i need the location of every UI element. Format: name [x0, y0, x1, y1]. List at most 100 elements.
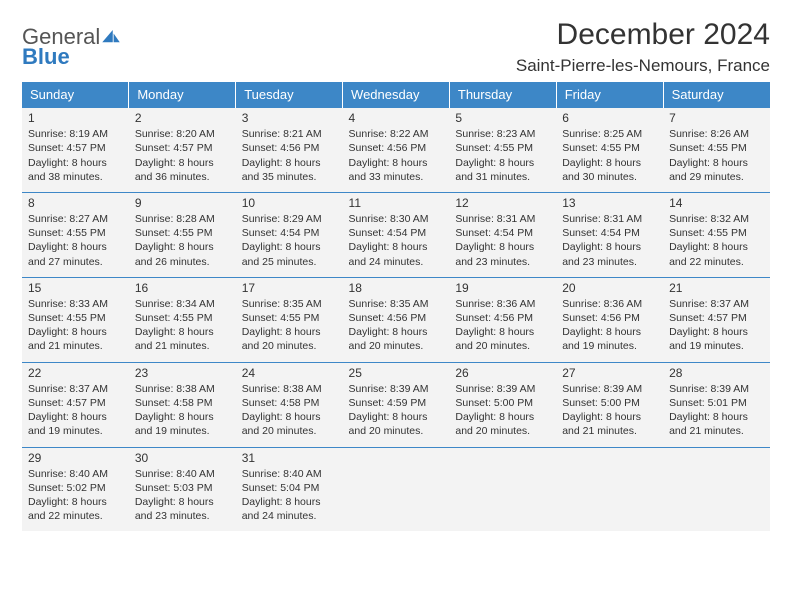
- day-number: 4: [349, 110, 444, 126]
- calendar-day-cell: 1Sunrise: 8:19 AMSunset: 4:57 PMDaylight…: [22, 108, 129, 193]
- day-sunset: Sunset: 4:55 PM: [28, 311, 123, 325]
- day-sunset: Sunset: 4:55 PM: [669, 141, 764, 155]
- day-dl2: and 21 minutes.: [562, 424, 657, 438]
- calendar-day-cell: 4Sunrise: 8:22 AMSunset: 4:56 PMDaylight…: [343, 108, 450, 193]
- day-sunset: Sunset: 4:58 PM: [135, 396, 230, 410]
- day-dl1: Daylight: 8 hours: [562, 240, 657, 254]
- calendar-day-cell: 23Sunrise: 8:38 AMSunset: 4:58 PMDayligh…: [129, 362, 236, 447]
- calendar-week-row: 29Sunrise: 8:40 AMSunset: 5:02 PMDayligh…: [22, 447, 770, 531]
- day-number: 17: [242, 280, 337, 296]
- day-sunset: Sunset: 4:57 PM: [135, 141, 230, 155]
- day-number: 1: [28, 110, 123, 126]
- day-sunrise: Sunrise: 8:39 AM: [455, 382, 550, 396]
- day-number: 15: [28, 280, 123, 296]
- day-number: 21: [669, 280, 764, 296]
- calendar-day-cell: 10Sunrise: 8:29 AMSunset: 4:54 PMDayligh…: [236, 192, 343, 277]
- day-number: 6: [562, 110, 657, 126]
- day-sunrise: Sunrise: 8:37 AM: [28, 382, 123, 396]
- day-dl1: Daylight: 8 hours: [349, 240, 444, 254]
- day-sunset: Sunset: 4:54 PM: [242, 226, 337, 240]
- day-sunrise: Sunrise: 8:22 AM: [349, 127, 444, 141]
- calendar-day-cell: 16Sunrise: 8:34 AMSunset: 4:55 PMDayligh…: [129, 277, 236, 362]
- day-sunset: Sunset: 4:56 PM: [349, 141, 444, 155]
- day-dl1: Daylight: 8 hours: [28, 156, 123, 170]
- calendar-day-cell: 12Sunrise: 8:31 AMSunset: 4:54 PMDayligh…: [449, 192, 556, 277]
- calendar-day-cell: 21Sunrise: 8:37 AMSunset: 4:57 PMDayligh…: [663, 277, 770, 362]
- calendar-day-cell: 9Sunrise: 8:28 AMSunset: 4:55 PMDaylight…: [129, 192, 236, 277]
- day-dl2: and 19 minutes.: [135, 424, 230, 438]
- day-sunrise: Sunrise: 8:33 AM: [28, 297, 123, 311]
- day-dl2: and 21 minutes.: [135, 339, 230, 353]
- day-dl1: Daylight: 8 hours: [562, 156, 657, 170]
- day-sunset: Sunset: 4:54 PM: [349, 226, 444, 240]
- day-dl2: and 31 minutes.: [455, 170, 550, 184]
- day-dl1: Daylight: 8 hours: [669, 156, 764, 170]
- calendar-day-cell: 28Sunrise: 8:39 AMSunset: 5:01 PMDayligh…: [663, 362, 770, 447]
- day-dl2: and 23 minutes.: [135, 509, 230, 523]
- day-dl1: Daylight: 8 hours: [562, 325, 657, 339]
- day-sunrise: Sunrise: 8:20 AM: [135, 127, 230, 141]
- day-dl2: and 25 minutes.: [242, 255, 337, 269]
- day-sunset: Sunset: 5:01 PM: [669, 396, 764, 410]
- day-dl2: and 22 minutes.: [28, 509, 123, 523]
- day-dl2: and 20 minutes.: [455, 339, 550, 353]
- day-sunset: Sunset: 4:57 PM: [28, 141, 123, 155]
- calendar-week-row: 22Sunrise: 8:37 AMSunset: 4:57 PMDayligh…: [22, 362, 770, 447]
- day-sunset: Sunset: 4:55 PM: [28, 226, 123, 240]
- day-sunrise: Sunrise: 8:32 AM: [669, 212, 764, 226]
- day-dl1: Daylight: 8 hours: [349, 325, 444, 339]
- day-sunrise: Sunrise: 8:38 AM: [135, 382, 230, 396]
- day-number: 18: [349, 280, 444, 296]
- day-sunrise: Sunrise: 8:21 AM: [242, 127, 337, 141]
- day-sunset: Sunset: 4:55 PM: [242, 311, 337, 325]
- day-number: 31: [242, 450, 337, 466]
- day-number: 16: [135, 280, 230, 296]
- day-sunset: Sunset: 5:00 PM: [562, 396, 657, 410]
- location: Saint-Pierre-les-Nemours, France: [516, 56, 770, 76]
- dayname-sunday: Sunday: [22, 82, 129, 108]
- day-dl2: and 33 minutes.: [349, 170, 444, 184]
- dayname-tuesday: Tuesday: [236, 82, 343, 108]
- day-dl2: and 36 minutes.: [135, 170, 230, 184]
- dayname-monday: Monday: [129, 82, 236, 108]
- day-sunrise: Sunrise: 8:28 AM: [135, 212, 230, 226]
- day-dl1: Daylight: 8 hours: [669, 325, 764, 339]
- day-sunset: Sunset: 4:56 PM: [349, 311, 444, 325]
- calendar-table: Sunday Monday Tuesday Wednesday Thursday…: [22, 82, 770, 531]
- day-dl1: Daylight: 8 hours: [242, 240, 337, 254]
- calendar-day-cell: [449, 447, 556, 531]
- day-dl2: and 20 minutes.: [349, 424, 444, 438]
- day-sunrise: Sunrise: 8:38 AM: [242, 382, 337, 396]
- calendar-day-cell: 31Sunrise: 8:40 AMSunset: 5:04 PMDayligh…: [236, 447, 343, 531]
- day-dl1: Daylight: 8 hours: [349, 410, 444, 424]
- day-number: 20: [562, 280, 657, 296]
- day-dl2: and 29 minutes.: [669, 170, 764, 184]
- day-dl2: and 23 minutes.: [562, 255, 657, 269]
- day-sunset: Sunset: 4:54 PM: [455, 226, 550, 240]
- day-sunrise: Sunrise: 8:27 AM: [28, 212, 123, 226]
- day-sunset: Sunset: 4:58 PM: [242, 396, 337, 410]
- calendar-day-cell: 18Sunrise: 8:35 AMSunset: 4:56 PMDayligh…: [343, 277, 450, 362]
- day-sunrise: Sunrise: 8:39 AM: [669, 382, 764, 396]
- day-dl2: and 26 minutes.: [135, 255, 230, 269]
- day-sunrise: Sunrise: 8:19 AM: [28, 127, 123, 141]
- calendar-week-row: 8Sunrise: 8:27 AMSunset: 4:55 PMDaylight…: [22, 192, 770, 277]
- calendar-day-cell: 15Sunrise: 8:33 AMSunset: 4:55 PMDayligh…: [22, 277, 129, 362]
- day-sunset: Sunset: 4:56 PM: [455, 311, 550, 325]
- day-sunrise: Sunrise: 8:34 AM: [135, 297, 230, 311]
- logo-text-blue: Blue: [22, 44, 70, 70]
- day-dl1: Daylight: 8 hours: [135, 495, 230, 509]
- day-dl2: and 21 minutes.: [669, 424, 764, 438]
- day-sunset: Sunset: 5:00 PM: [455, 396, 550, 410]
- day-sunset: Sunset: 4:55 PM: [562, 141, 657, 155]
- dayname-wednesday: Wednesday: [343, 82, 450, 108]
- day-number: 26: [455, 365, 550, 381]
- day-sunrise: Sunrise: 8:40 AM: [28, 467, 123, 481]
- calendar-day-cell: 13Sunrise: 8:31 AMSunset: 4:54 PMDayligh…: [556, 192, 663, 277]
- calendar-day-cell: 6Sunrise: 8:25 AMSunset: 4:55 PMDaylight…: [556, 108, 663, 193]
- day-number: 9: [135, 195, 230, 211]
- day-dl2: and 20 minutes.: [242, 424, 337, 438]
- day-number: 19: [455, 280, 550, 296]
- calendar-day-cell: 24Sunrise: 8:38 AMSunset: 4:58 PMDayligh…: [236, 362, 343, 447]
- calendar-day-cell: 25Sunrise: 8:39 AMSunset: 4:59 PMDayligh…: [343, 362, 450, 447]
